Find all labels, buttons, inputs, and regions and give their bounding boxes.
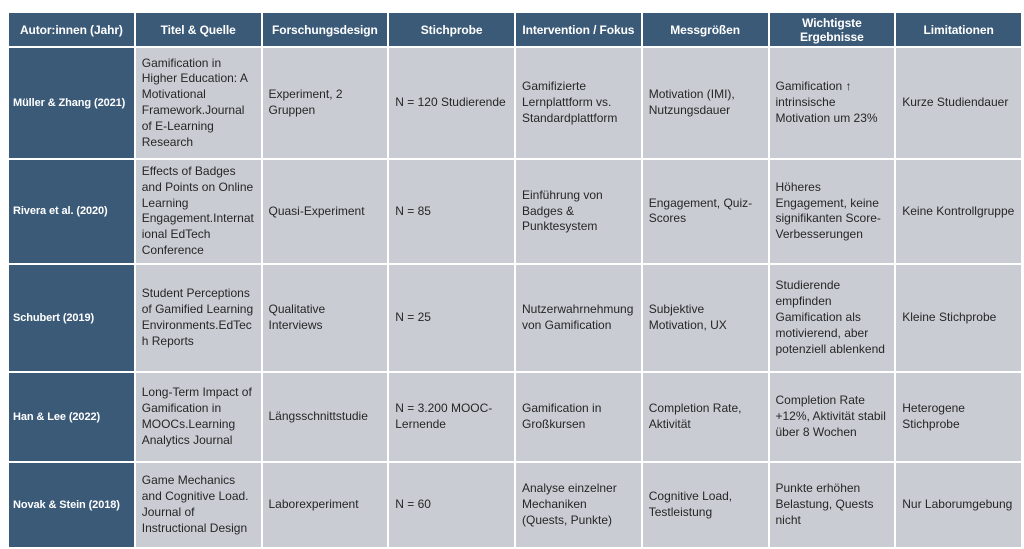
cell-limitationen: Keine Kontrollgruppe	[896, 160, 1021, 263]
cell-forschungsdesign: Quasi-Experiment	[262, 160, 388, 263]
cell-titel-quelle: Game Mechanics and Cognitive Load. Journ…	[135, 462, 261, 547]
cell-forschungsdesign: Längsschnittstudie	[262, 372, 388, 461]
literature-review-table: Autor:innen (Jahr) Titel & Quelle Forsch…	[7, 11, 1021, 549]
cell-limitationen: Nur Laborumgebung	[896, 462, 1021, 547]
column-header-limitationen: Limitationen	[896, 13, 1021, 46]
cell-stichprobe: N = 3.200 MOOC-Lernende	[389, 372, 514, 461]
cell-forschungsdesign: Experiment, 2 Gruppen	[262, 48, 388, 158]
table-row: Novak & Stein (2018) Game Mechanics and …	[9, 462, 1021, 547]
cell-wichtigste-ergebnisse: Completion Rate +12%, Aktivität stabil ü…	[769, 372, 895, 461]
column-header-titel-quelle: Titel & Quelle	[135, 13, 261, 46]
row-header-author: Rivera et al. (2020)	[9, 160, 134, 263]
cell-titel-quelle: Student Perceptions of Gamified Learning…	[135, 264, 261, 371]
header-row: Autor:innen (Jahr) Titel & Quelle Forsch…	[9, 13, 1021, 46]
table-row: Müller & Zhang (2021) Gamification in Hi…	[9, 48, 1021, 158]
column-header-autorinnen-jahr: Autor:innen (Jahr)	[9, 13, 134, 46]
cell-messgroessen: Cognitive Load, Testleistung	[642, 462, 768, 547]
cell-messgroessen: Completion Rate, Aktivität	[642, 372, 768, 461]
cell-intervention-fokus: Einführung von Badges & Punktesystem	[516, 160, 641, 263]
cell-wichtigste-ergebnisse: Höheres Engagement, keine signifikanten …	[769, 160, 895, 263]
row-header-author: Han & Lee (2022)	[9, 372, 134, 461]
column-header-stichprobe: Stichprobe	[389, 13, 514, 46]
cell-messgroessen: Motivation (IMI), Nutzungsdauer	[642, 48, 768, 158]
cell-intervention-fokus: Gamification in Großkursen	[516, 372, 641, 461]
cell-limitationen: Heterogene Stichprobe	[896, 372, 1021, 461]
cell-wichtigste-ergebnisse: Punkte erhöhen Belastung, Quests nicht	[769, 462, 895, 547]
row-header-author: Schubert (2019)	[9, 264, 134, 371]
column-header-wichtigste-ergebnisse: Wichtigste Ergebnisse	[769, 13, 895, 46]
cell-stichprobe: N = 120 Studierende	[389, 48, 514, 158]
column-header-forschungsdesign: Forschungsdesign	[262, 13, 388, 46]
table-row: Rivera et al. (2020) Effects of Badges a…	[9, 160, 1021, 263]
cell-wichtigste-ergebnisse: Gamification ↑ intrinsische Motivation u…	[769, 48, 895, 158]
column-header-intervention-fokus: Intervention / Fokus	[516, 13, 641, 46]
cell-stichprobe: N = 60	[389, 462, 514, 547]
cell-forschungsdesign: Qualitative Interviews	[262, 264, 388, 371]
cell-messgroessen: Subjektive Motivation, UX	[642, 264, 768, 371]
cell-stichprobe: N = 25	[389, 264, 514, 371]
row-header-author: Novak & Stein (2018)	[9, 462, 134, 547]
cell-intervention-fokus: Nutzerwahrnehmung von Gamification	[516, 264, 641, 371]
cell-forschungsdesign: Laborexperiment	[262, 462, 388, 547]
table-row: Schubert (2019) Student Perceptions of G…	[9, 264, 1021, 371]
table-row: Han & Lee (2022) Long-Term Impact of Gam…	[9, 372, 1021, 461]
cell-intervention-fokus: Analyse einzelner Mechaniken (Quests, Pu…	[516, 462, 641, 547]
column-header-messgroessen: Messgrößen	[642, 13, 768, 46]
studies-table: Autor:innen (Jahr) Titel & Quelle Forsch…	[7, 11, 1023, 549]
cell-limitationen: Kleine Stichprobe	[896, 264, 1021, 371]
cell-limitationen: Kurze Studiendauer	[896, 48, 1021, 158]
cell-intervention-fokus: Gamifizierte Lernplattform vs. Standardp…	[516, 48, 641, 158]
row-header-author: Müller & Zhang (2021)	[9, 48, 134, 158]
cell-stichprobe: N = 85	[389, 160, 514, 263]
cell-titel-quelle: Effects of Badges and Points on Online L…	[135, 160, 261, 263]
cell-titel-quelle: Gamification in Higher Education: A Moti…	[135, 48, 261, 158]
cell-wichtigste-ergebnisse: Studierende empfinden Gamification als m…	[769, 264, 895, 371]
cell-titel-quelle: Long-Term Impact of Gamification in MOOC…	[135, 372, 261, 461]
cell-messgroessen: Engagement, Quiz-Scores	[642, 160, 768, 263]
